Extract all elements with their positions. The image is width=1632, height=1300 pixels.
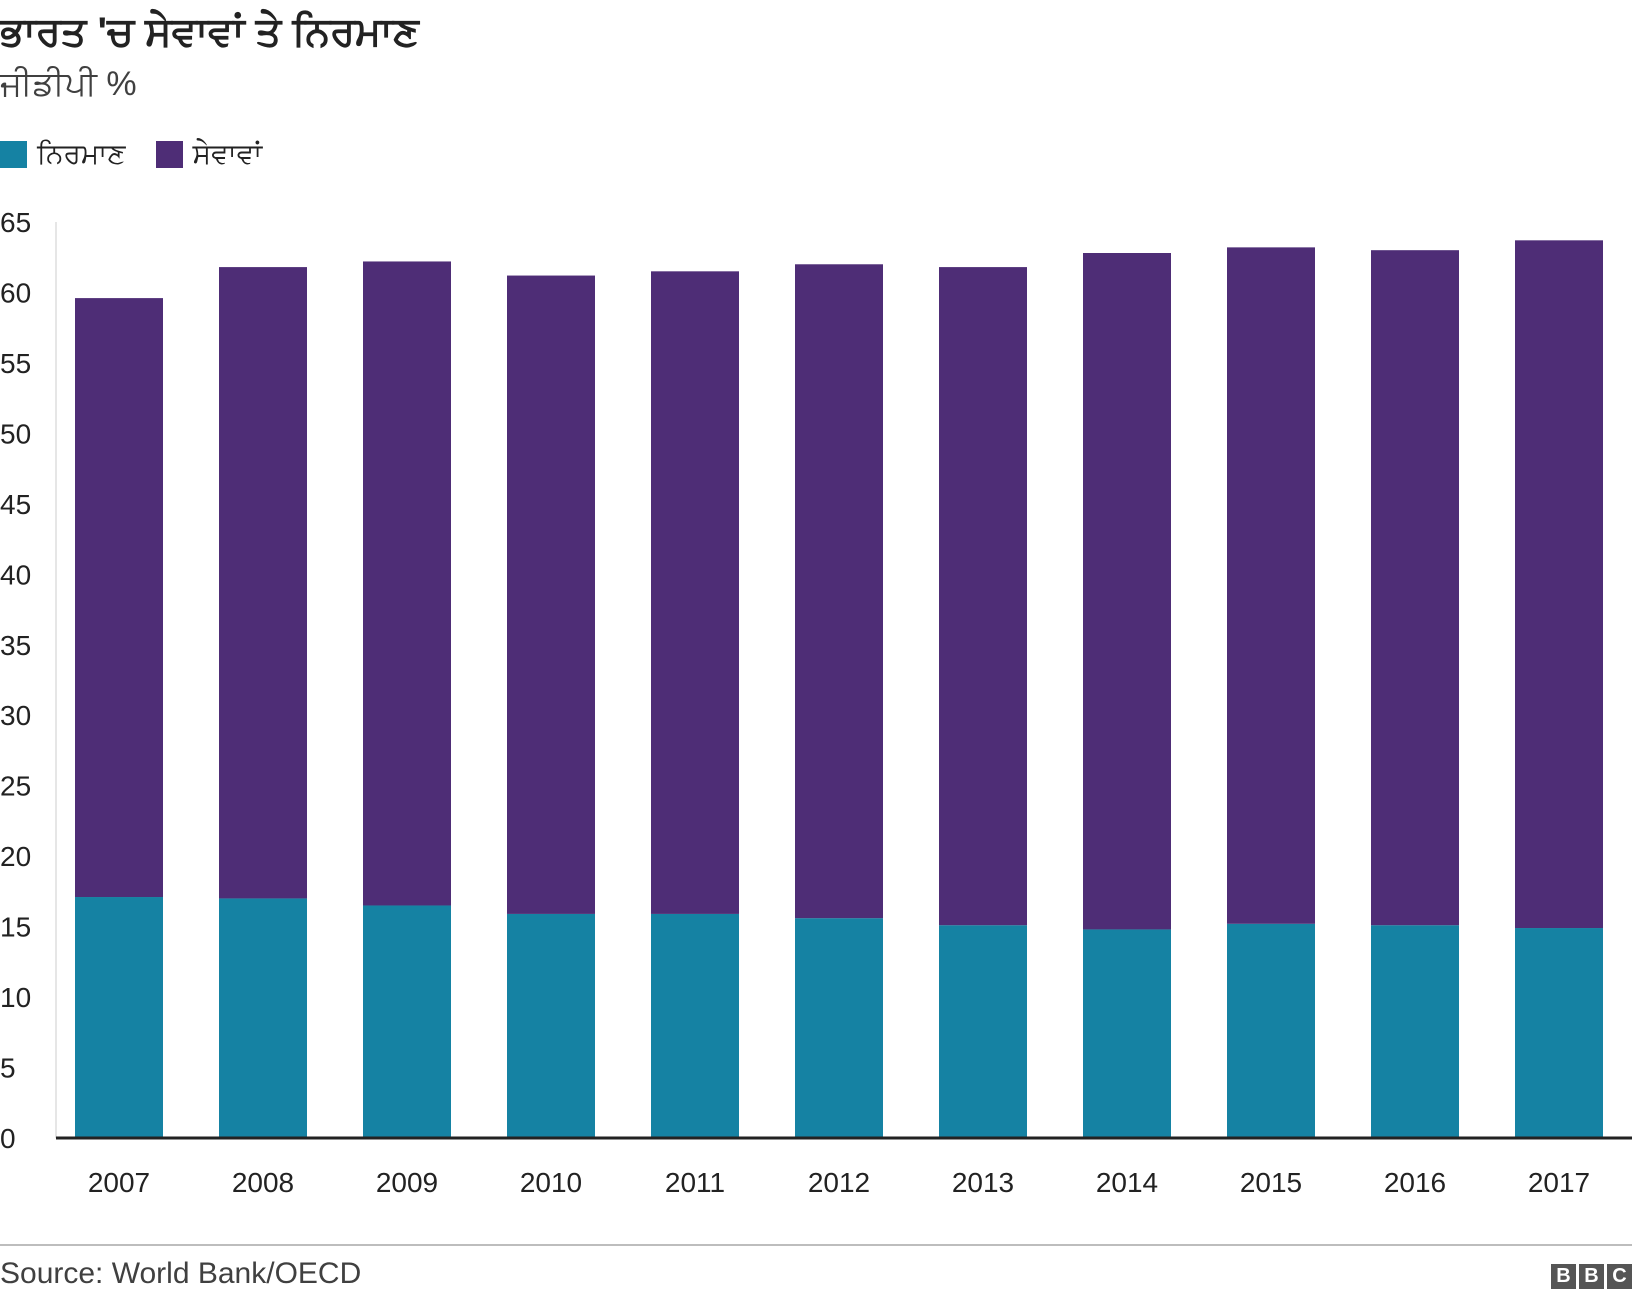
bar-segment-services: [1515, 240, 1603, 929]
bar-segment-manufacturing: [507, 913, 595, 1138]
y-tick-label: 40: [0, 559, 31, 590]
y-tick-label: 60: [0, 277, 31, 308]
legend-item-services: ਸੇਵਾਵਾਂ: [155, 136, 263, 172]
bar-segment-manufacturing: [1227, 923, 1315, 1138]
bar-group: [363, 261, 451, 1138]
y-tick-label: 25: [0, 771, 31, 802]
bar-group: [1515, 240, 1603, 1138]
chart-legend: ਨਿਰਮਾਣ ਸੇਵਾਵਾਂ: [0, 134, 292, 174]
bar-group: [1083, 253, 1171, 1138]
bar-segment-manufacturing: [363, 905, 451, 1138]
x-tick-label: 2007: [88, 1167, 150, 1198]
bar-segment-services: [219, 267, 307, 899]
bar-groups: [75, 240, 1603, 1138]
x-tick-label: 2017: [1528, 1167, 1590, 1198]
bbc-logo-letter: B: [1551, 1264, 1576, 1289]
y-tick-label: 5: [0, 1053, 16, 1084]
bar-group: [1227, 247, 1315, 1138]
bar-segment-manufacturing: [939, 925, 1027, 1138]
bar-segment-manufacturing: [795, 918, 883, 1138]
y-tick-label: 50: [0, 418, 31, 449]
bar-segment-manufacturing: [1515, 928, 1603, 1138]
x-tick-label: 2010: [520, 1167, 582, 1198]
chart-subtitle: ਜੀਡੀਪੀ %: [0, 65, 137, 103]
bar-group: [219, 267, 307, 1138]
bar-segment-services: [363, 261, 451, 906]
bar-segment-services: [75, 298, 163, 898]
x-tick-label: 2015: [1240, 1167, 1302, 1198]
bbc-logo-letter: C: [1607, 1264, 1632, 1289]
chart-title: ਭਾਰਤ 'ਚ ਸੇਵਾਵਾਂ ਤੇ ਨਿਰਮਾਣ: [0, 10, 419, 54]
y-tick-label: 30: [0, 700, 31, 731]
bar-group: [795, 264, 883, 1138]
bar-segment-services: [1371, 250, 1459, 926]
legend-label-manufacturing: ਨਿਰਮਾਣ: [37, 138, 126, 169]
y-tick-label: 35: [0, 630, 31, 661]
bbc-logo: B B C: [1548, 1264, 1632, 1289]
source-note: Source: World Bank/OECD: [0, 1257, 362, 1290]
bar-segment-manufacturing: [75, 897, 163, 1138]
y-tick-label: 20: [0, 841, 31, 872]
x-tick-label: 2009: [376, 1167, 438, 1198]
legend-label-services: ਸੇਵਾਵਾਂ: [192, 138, 263, 169]
y-tick-label: 45: [0, 489, 31, 520]
bar-group: [939, 267, 1027, 1138]
legend-swatch-manufacturing: [0, 140, 27, 168]
y-tick-label: 10: [0, 982, 31, 1013]
x-tick-labels: 2007 2008 2009 2010 2011 2012 2013 2014 2015 2016…: [88, 1167, 1590, 1198]
bar-segment-services: [651, 271, 739, 914]
y-tick-label: 65: [0, 207, 31, 238]
bar-segment-services: [795, 264, 883, 919]
bar-segment-services: [1227, 247, 1315, 924]
bar-segment-manufacturing: [651, 913, 739, 1138]
bar-segment-services: [1083, 253, 1171, 930]
legend-item-manufacturing: ਨਿਰਮਾਣ: [0, 136, 126, 172]
x-tick-label: 2012: [808, 1167, 870, 1198]
bar-segment-manufacturing: [1371, 925, 1459, 1138]
x-tick-label: 2014: [1096, 1167, 1158, 1198]
bar-segment-manufacturing: [1083, 929, 1171, 1138]
legend-swatch-services: [155, 140, 183, 168]
bar-segment-manufacturing: [219, 898, 307, 1138]
x-tick-label: 2011: [665, 1167, 725, 1198]
bar-group: [75, 298, 163, 1138]
bar-group: [1371, 250, 1459, 1138]
y-tick-labels: 0 5 10 15 20 25 30 35 40 45 50 55 60 65: [0, 207, 31, 1154]
x-tick-label: 2008: [232, 1167, 294, 1198]
bar-segment-services: [507, 275, 595, 914]
bar-group: [507, 275, 595, 1138]
bar-group: [651, 271, 739, 1138]
x-tick-label: 2013: [952, 1167, 1014, 1198]
x-tick-label: 2016: [1384, 1167, 1446, 1198]
footer-divider: [0, 1244, 1632, 1246]
y-tick-label: 0: [0, 1123, 16, 1154]
bar-segment-services: [939, 267, 1027, 926]
bbc-logo-letter: B: [1579, 1264, 1604, 1289]
y-tick-label: 15: [0, 912, 31, 943]
y-tick-label: 55: [0, 348, 31, 379]
